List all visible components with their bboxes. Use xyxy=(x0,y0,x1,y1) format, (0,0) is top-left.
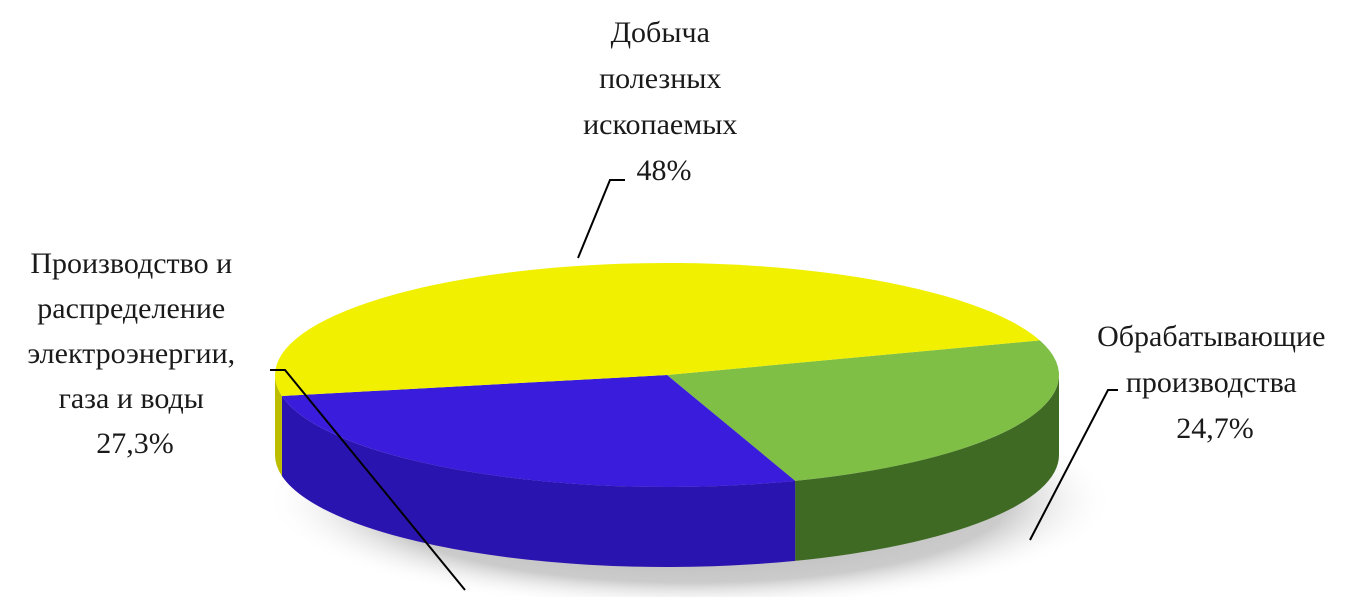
pie-tops xyxy=(274,262,1060,488)
slice-top-1 xyxy=(667,340,1060,481)
slice-top-2 xyxy=(281,375,796,488)
slice-side-0 xyxy=(275,375,282,476)
leader-line-1 xyxy=(1029,389,1118,541)
slice-side-1 xyxy=(795,375,1059,561)
slice-label-mining: Добыча полезных ископаемых 48% xyxy=(583,16,745,187)
leader-lines xyxy=(270,179,1118,591)
leader-line-2 xyxy=(270,369,466,591)
leader-line-0 xyxy=(577,179,625,259)
slice-label-manufacturing: Обрабатывающие производства 24,7% xyxy=(1097,320,1333,445)
slice-label-utilities: Производство и распределение электроэнер… xyxy=(27,247,242,460)
slice-top-0 xyxy=(274,262,1040,396)
